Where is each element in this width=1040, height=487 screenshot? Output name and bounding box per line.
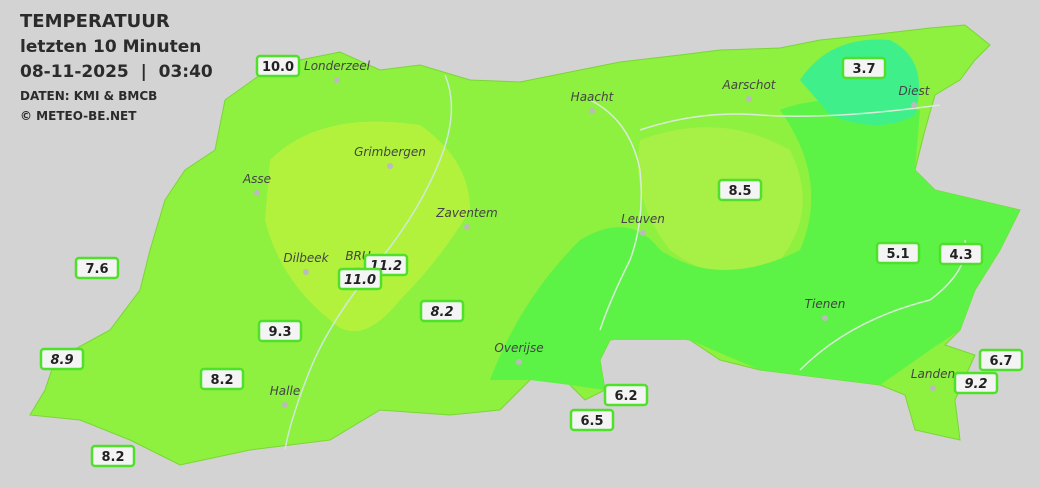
- city-label: Dilbeek: [283, 251, 329, 265]
- city-label: Zaventem: [435, 206, 497, 220]
- station-value: 10.0: [262, 60, 294, 75]
- station-value: 8.9: [50, 353, 73, 368]
- city-dot: [640, 230, 646, 236]
- station-value: 4.3: [949, 248, 972, 263]
- city-label: Leuven: [621, 212, 665, 226]
- station-value: 8.2: [101, 450, 124, 465]
- station-box: [875, 241, 921, 265]
- city-label: Landen: [911, 367, 955, 381]
- station-value: 8.2: [210, 373, 233, 388]
- station-box: [603, 383, 649, 407]
- city-label: Haacht: [571, 90, 615, 104]
- station-box: [419, 299, 465, 323]
- station-box: [74, 256, 120, 280]
- station-value: 7.6: [85, 262, 108, 277]
- subtitle: letzten 10 Minuten: [20, 37, 201, 57]
- station-value: 6.5: [580, 414, 603, 429]
- city-dot: [516, 359, 522, 365]
- city-dot: [387, 163, 393, 169]
- station-value: 9.3: [268, 325, 291, 340]
- city-label: Asse: [242, 172, 271, 186]
- city-dot: [282, 402, 288, 408]
- station-box: [978, 348, 1024, 372]
- zone-cold: [800, 39, 920, 125]
- city-label: Grimbergen: [354, 145, 426, 159]
- city-dot: [334, 77, 340, 83]
- station-box: [938, 242, 984, 266]
- city-label: Londerzeel: [304, 59, 371, 73]
- station-value: 8.2: [430, 305, 453, 320]
- station-box: [255, 54, 301, 78]
- station-box: [199, 367, 245, 391]
- zone-cool: [490, 100, 1020, 390]
- station-box: [569, 408, 615, 432]
- source: DATEN: KMI & BMCB: [20, 89, 157, 103]
- city-dot: [930, 385, 936, 391]
- city-dot: [822, 315, 828, 321]
- station-box: [717, 178, 763, 202]
- city-dot: [303, 269, 309, 275]
- city-dot: [589, 108, 595, 114]
- copyright: © METEO-BE.NET: [20, 109, 137, 123]
- station-value: 11.0: [344, 273, 376, 288]
- city-label: Tienen: [805, 297, 846, 311]
- station-value: 3.7: [852, 62, 875, 77]
- station-box: [39, 347, 85, 371]
- title: TEMPERATUUR: [20, 11, 170, 32]
- zone-warm: [265, 121, 470, 332]
- datetime: 08-11-2025 | 03:40: [20, 62, 213, 82]
- station-value: 9.2: [964, 377, 987, 392]
- station-box: [841, 56, 887, 80]
- city-label: Diest: [899, 84, 931, 98]
- station-box: [953, 371, 999, 395]
- station-box: [90, 444, 136, 468]
- station-value: 6.2: [614, 389, 637, 404]
- city-dot: [254, 190, 260, 196]
- city-dot: [464, 224, 470, 230]
- city-label: Overijse: [494, 341, 543, 355]
- station-box: [257, 319, 303, 343]
- city-label: Halle: [270, 384, 300, 398]
- city-dot: [911, 102, 917, 108]
- station-value: 8.5: [728, 184, 751, 199]
- city-dot: [746, 96, 752, 102]
- station-box: [337, 267, 383, 291]
- city-label: Aarschot: [722, 78, 777, 92]
- station-value: 5.1: [886, 247, 909, 262]
- station-value: 6.7: [989, 354, 1012, 369]
